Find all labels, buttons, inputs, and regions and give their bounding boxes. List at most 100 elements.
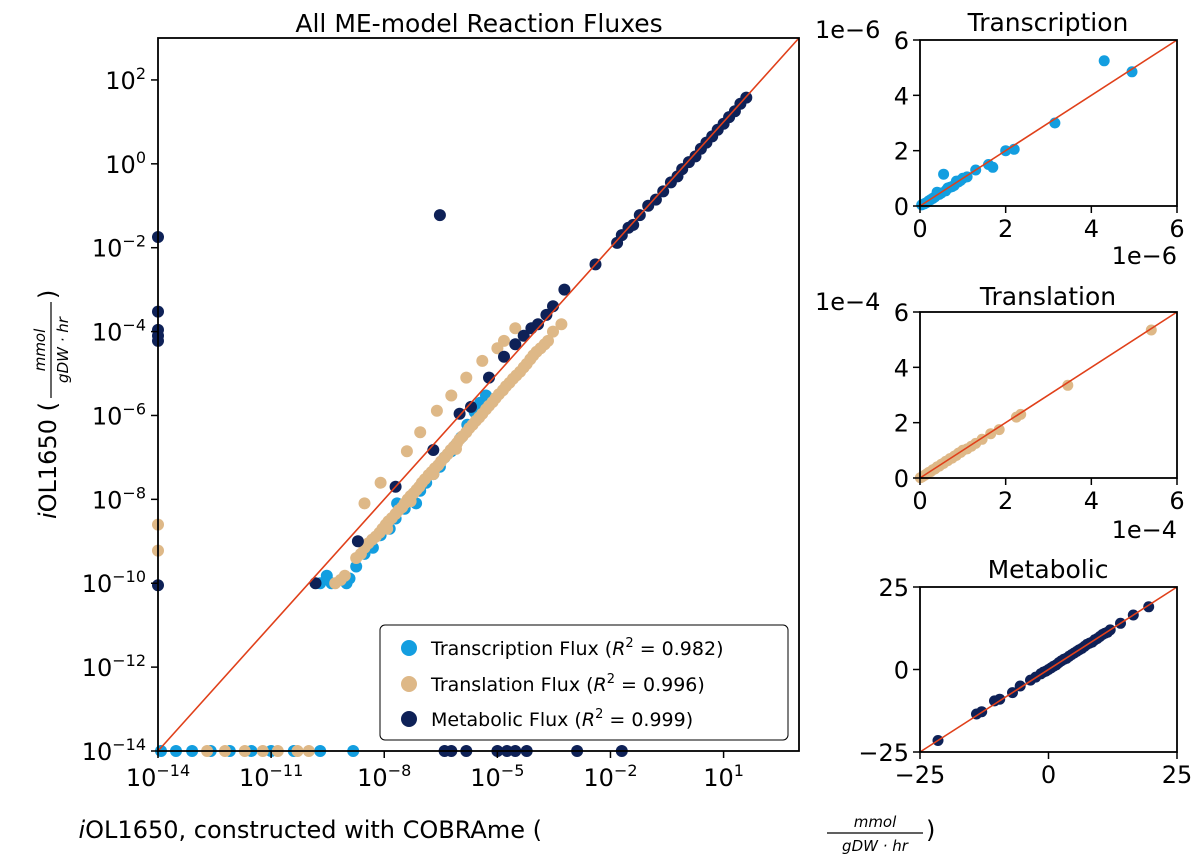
translation-point-translation bbox=[1062, 379, 1074, 391]
x-label-close: ) bbox=[926, 816, 935, 844]
main-x-tick-exponent: −8 bbox=[388, 761, 412, 780]
main-y-tick-base: 10 bbox=[92, 402, 123, 430]
transcription-point-transcription bbox=[1098, 55, 1110, 67]
transcription-y-offset-label: 1e−6 bbox=[815, 16, 880, 44]
main-x-tick-label: 101 bbox=[703, 761, 744, 792]
translation-x-tick-label: 0 bbox=[912, 487, 927, 515]
metabolic-y-tick-label: 0 bbox=[894, 657, 909, 685]
main-point-metabolic bbox=[540, 308, 553, 321]
y-label-main: OL1650 ( bbox=[34, 402, 62, 512]
main-x-tick-exponent: −11 bbox=[270, 761, 304, 780]
main-point-translation bbox=[460, 371, 473, 384]
main-point-translation bbox=[338, 569, 351, 582]
main-point-translation bbox=[509, 322, 522, 335]
main-point-translation bbox=[547, 325, 559, 338]
main-point-translation bbox=[374, 476, 387, 489]
main-point-metabolic bbox=[558, 283, 571, 296]
main-y-tick-label: 10−2 bbox=[92, 232, 146, 263]
x-label-unit-fraction: mmol gDW · hr bbox=[827, 813, 923, 855]
main-x-tick-base: 10 bbox=[357, 764, 388, 792]
y-label-close: ) bbox=[34, 290, 62, 299]
legend-entry-translation: Translation Flux (R2 = 0.996) bbox=[401, 672, 705, 696]
transcription-x-tick-label: 4 bbox=[1084, 215, 1099, 243]
translation-y-tick-label: 2 bbox=[894, 410, 909, 438]
main-x-tick-base: 10 bbox=[126, 764, 157, 792]
main-y-tick-base: 10 bbox=[82, 738, 113, 766]
translation-y-tick-label: 4 bbox=[894, 354, 909, 382]
main-point-translation bbox=[445, 389, 458, 402]
main-x-tick-exponent: 1 bbox=[734, 761, 744, 780]
main-x-tick-label: 10−14 bbox=[126, 761, 190, 792]
main-y-tick-label: 10−14 bbox=[82, 735, 146, 766]
legend-marker-translation bbox=[401, 676, 417, 692]
transcription-panel: Transcription 1e−6 1e−6 0 2 4 6 0 2 4 6 bbox=[815, 8, 1185, 270]
transcription-point-transcription bbox=[987, 161, 999, 173]
legend-marker-transcription bbox=[401, 640, 417, 656]
transcription-x-tick-label: 0 bbox=[912, 215, 927, 243]
transcription-y-tick-label: 2 bbox=[894, 138, 909, 166]
legend: Transcription Flux (R2 = 0.982) Translat… bbox=[379, 624, 789, 741]
main-point-translation bbox=[542, 334, 554, 347]
transcription-y-axis-ticks: 0 2 4 6 bbox=[894, 27, 920, 221]
main-point-translation bbox=[555, 318, 568, 331]
legend-entry-transcription: Transcription Flux (R2 = 0.982) bbox=[401, 636, 723, 660]
main-point-translation bbox=[400, 445, 413, 458]
legend-entry-metabolic: Metabolic Flux (R2 = 0.999) bbox=[401, 707, 693, 731]
legend-label-transcription: Transcription Flux (R2 = 0.982) bbox=[430, 636, 723, 660]
metabolic-y-tick-label: 25 bbox=[878, 574, 909, 602]
main-y-tick-label: 10−6 bbox=[92, 399, 146, 430]
main-data-points bbox=[152, 91, 753, 757]
x-label-text: iOL1650, constructed with COBRAme ( bbox=[78, 816, 542, 844]
main-y-tick-base: 10 bbox=[82, 654, 113, 682]
main-point-translation bbox=[430, 404, 443, 417]
main-point-translation bbox=[414, 426, 427, 439]
transcription-identity-line bbox=[919, 39, 1178, 207]
main-x-axis-ticks: 10−14 10−11 10−8 10−5 10−2 101 bbox=[126, 751, 744, 792]
main-y-tick-label: 10−10 bbox=[82, 567, 146, 598]
main-point-metabolic bbox=[517, 329, 530, 342]
transcription-y-tick-label: 6 bbox=[894, 27, 909, 55]
main-y-tick-exponent: −2 bbox=[122, 232, 146, 251]
legend-r-symbol-translation: R bbox=[594, 674, 607, 696]
legend-label-metabolic: Metabolic Flux (R2 = 0.999) bbox=[431, 707, 693, 731]
main-x-tick-label: 10−8 bbox=[357, 761, 411, 792]
main-point-metabolic bbox=[627, 218, 640, 231]
main-point-translation bbox=[381, 522, 394, 535]
metabolic-x-tick-label: 25 bbox=[1162, 761, 1193, 789]
legend-value-transcription: = 0.982) bbox=[634, 638, 724, 660]
main-scatter-panel: All ME-model Reaction Fluxes 10−14 10−11 1… bbox=[31, 9, 935, 855]
main-y-tick-base: 10 bbox=[92, 235, 123, 263]
y-label-text: iOL1650 ( bbox=[34, 402, 62, 519]
main-y-tick-label: 102 bbox=[105, 64, 146, 95]
translation-identity-line bbox=[919, 311, 1178, 479]
main-x-tick-exponent: −2 bbox=[614, 761, 638, 780]
main-x-axis-label: iOL1650, constructed with COBRAme ( mmol… bbox=[78, 813, 935, 855]
main-title: All ME-model Reaction Fluxes bbox=[295, 9, 662, 38]
legend-text-metabolic: Metabolic Flux ( bbox=[431, 709, 582, 731]
main-y-tick-exponent: −14 bbox=[112, 735, 146, 754]
main-point-translation bbox=[427, 468, 440, 481]
metabolic-panel: Metabolic −25 0 25 −25 0 25 bbox=[858, 555, 1192, 789]
y-unit-denominator: gDW · hr bbox=[54, 316, 72, 383]
main-point-metabolic bbox=[657, 185, 670, 198]
main-y-tick-base: 10 bbox=[82, 570, 113, 598]
main-y-tick-exponent: −6 bbox=[122, 399, 146, 418]
x-label-prefix: i bbox=[78, 816, 85, 844]
metabolic-y-tick-label: −25 bbox=[858, 739, 909, 767]
translation-x-tick-label: 6 bbox=[1169, 487, 1184, 515]
y-label-unit-fraction: mmol gDW · hr bbox=[31, 302, 72, 398]
main-point-metabolic bbox=[433, 209, 446, 222]
translation-panel: Translation 1e−4 1e−4 0 2 4 6 0 2 4 6 bbox=[815, 282, 1185, 544]
main-point-transcription bbox=[350, 560, 363, 573]
main-x-tick-base: 10 bbox=[239, 764, 270, 792]
main-point-metabolic bbox=[465, 400, 477, 413]
main-y-tick-exponent: −4 bbox=[122, 316, 146, 335]
main-x-tick-base: 10 bbox=[470, 764, 501, 792]
legend-text-transcription: Transcription Flux ( bbox=[430, 638, 612, 660]
translation-x-offset-label: 1e−4 bbox=[1112, 516, 1177, 544]
translation-y-axis-ticks: 0 2 4 6 bbox=[894, 299, 920, 493]
main-point-translation bbox=[404, 495, 417, 508]
y-label-prefix: i bbox=[34, 512, 62, 519]
main-point-metabolic bbox=[309, 577, 322, 590]
